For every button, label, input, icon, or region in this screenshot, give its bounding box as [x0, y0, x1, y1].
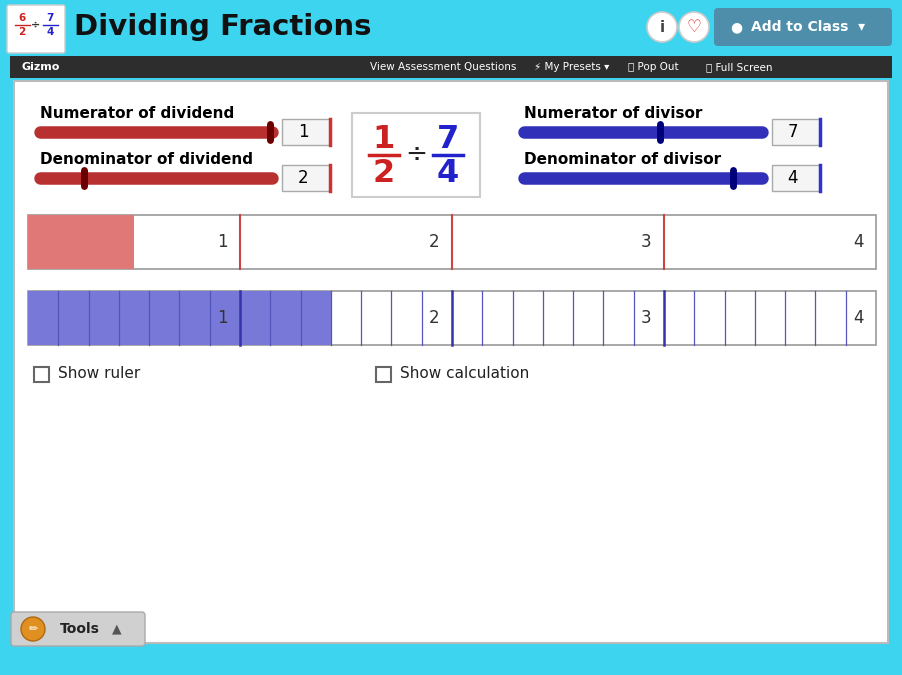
- Bar: [14, 81, 888, 643]
- Circle shape: [21, 617, 45, 641]
- Text: 2: 2: [428, 233, 439, 251]
- Text: 2: 2: [298, 169, 308, 187]
- Text: 1: 1: [373, 124, 395, 155]
- Text: Denominator of dividend: Denominator of dividend: [40, 151, 253, 167]
- Text: 4: 4: [787, 169, 798, 187]
- Circle shape: [679, 12, 709, 42]
- Text: 6: 6: [18, 13, 25, 23]
- Text: 2: 2: [428, 309, 439, 327]
- Text: Gizmo: Gizmo: [22, 62, 60, 72]
- Text: 3: 3: [640, 309, 651, 327]
- Text: Tools: Tools: [60, 622, 100, 636]
- Text: 7: 7: [46, 13, 54, 23]
- Bar: [772, 119, 820, 145]
- Text: Denominator of divisor: Denominator of divisor: [524, 151, 721, 167]
- Text: 1: 1: [216, 233, 227, 251]
- Text: Dividing Fractions: Dividing Fractions: [74, 13, 372, 41]
- Text: Show calculation: Show calculation: [400, 365, 529, 381]
- Bar: [10, 56, 892, 78]
- Text: Show ruler: Show ruler: [58, 365, 140, 381]
- Text: 1: 1: [216, 309, 227, 327]
- Text: i: i: [659, 20, 665, 34]
- Text: ⛶ Full Screen: ⛶ Full Screen: [706, 62, 772, 72]
- FancyBboxPatch shape: [352, 113, 480, 197]
- Text: 7: 7: [437, 124, 459, 155]
- Bar: [772, 165, 820, 191]
- FancyBboxPatch shape: [7, 5, 65, 53]
- Text: 1: 1: [298, 123, 308, 141]
- Text: 4: 4: [46, 27, 54, 37]
- Bar: [28, 215, 134, 269]
- Text: ✏: ✏: [28, 624, 38, 634]
- Bar: [28, 291, 331, 345]
- Text: 2: 2: [18, 27, 25, 37]
- FancyBboxPatch shape: [11, 612, 145, 646]
- Bar: [282, 165, 330, 191]
- Text: 2: 2: [373, 158, 395, 189]
- Text: 3: 3: [640, 233, 651, 251]
- Bar: [282, 119, 330, 145]
- Text: ⚡ My Presets ▾: ⚡ My Presets ▾: [534, 62, 610, 72]
- Text: ▲: ▲: [112, 622, 122, 635]
- Text: ♡: ♡: [686, 18, 702, 36]
- Text: Numerator of dividend: Numerator of dividend: [40, 105, 235, 121]
- Text: View Assessment Questions: View Assessment Questions: [370, 62, 516, 72]
- Text: 4: 4: [852, 309, 863, 327]
- Bar: [34, 367, 49, 382]
- Text: 4: 4: [852, 233, 863, 251]
- Bar: [28, 291, 876, 345]
- Bar: [376, 367, 391, 382]
- Text: ÷: ÷: [31, 20, 40, 30]
- FancyBboxPatch shape: [714, 8, 892, 46]
- Text: 7: 7: [787, 123, 798, 141]
- Text: ●: ●: [730, 20, 742, 34]
- Bar: [28, 215, 876, 269]
- Text: ÷: ÷: [405, 142, 427, 168]
- Text: Add to Class  ▾: Add to Class ▾: [751, 20, 865, 34]
- Bar: [0, 0, 902, 58]
- Text: 4: 4: [437, 158, 459, 189]
- Text: Numerator of divisor: Numerator of divisor: [524, 105, 703, 121]
- Circle shape: [647, 12, 677, 42]
- Text: 🖨 Pop Out: 🖨 Pop Out: [628, 62, 678, 72]
